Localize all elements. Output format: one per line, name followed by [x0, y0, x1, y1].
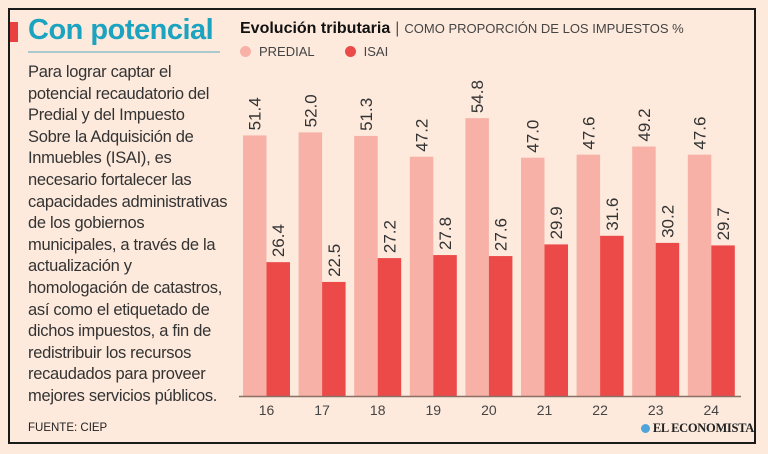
bar-predial-18 [354, 135, 378, 396]
data-label-predial-23: 49.2 [635, 108, 654, 141]
legend-item-isai: ISAI [344, 44, 389, 59]
data-label-isai-19: 27.8 [436, 217, 455, 250]
data-label-predial-22: 47.6 [579, 117, 598, 150]
x-tick-label: 19 [426, 402, 442, 418]
data-label-isai-16: 26.4 [269, 224, 288, 257]
chart-title-block: Evolución tributaria | COMO PROPORCIÓN DE … [240, 20, 684, 37]
source-note: FUENTE: CIEP [28, 422, 108, 434]
x-tick-label: 21 [537, 402, 553, 418]
data-label-predial-16: 51.4 [246, 97, 265, 130]
x-tick-label: 20 [481, 402, 497, 418]
bar-predial-23 [632, 146, 656, 396]
legend: PREDIAL ISAI [240, 44, 388, 59]
bar-isai-17 [322, 281, 346, 396]
data-label-predial-17: 52.0 [301, 94, 320, 127]
chart-title: Evolución tributaria [240, 20, 391, 37]
x-tick-label: 17 [314, 402, 330, 418]
x-tick-label: 18 [370, 402, 386, 418]
bar-isai-16 [266, 262, 290, 396]
data-label-isai-21: 29.9 [547, 206, 566, 239]
bar-isai-19 [433, 255, 457, 396]
title-underline [28, 51, 220, 53]
data-label-isai-18: 27.2 [380, 220, 399, 253]
legend-item-predial: PREDIAL [240, 44, 315, 59]
bar-isai-23 [655, 242, 680, 396]
bar-predial-20 [465, 118, 489, 396]
legend-label-predial: PREDIAL [259, 44, 315, 59]
data-label-isai-22: 31.6 [603, 198, 622, 231]
bar-isai-22 [600, 235, 624, 396]
legend-label-isai: ISAI [363, 44, 389, 59]
bar-predial-16 [243, 135, 267, 397]
brand-logo: EL ECONOMISTA [640, 421, 754, 436]
legend-swatch-isai [344, 46, 356, 57]
legend-swatch-predial [240, 46, 251, 57]
sidebar-title: Con potencial [28, 14, 214, 46]
data-label-predial-21: 47.0 [524, 120, 543, 153]
data-label-isai-17: 22.5 [325, 244, 344, 277]
sidebar-body: Para lograr captar el potencial recaudat… [28, 63, 228, 405]
bar-predial-21 [521, 157, 545, 396]
data-label-predial-24: 47.6 [691, 117, 710, 150]
bar-isai-24 [711, 245, 735, 396]
chart-subtitle: COMO PROPORCIÓN DE LOS IMPUESTOS % [404, 21, 684, 36]
data-label-predial-19: 47.2 [413, 119, 432, 152]
title-accent-bar [10, 22, 18, 42]
bar-predial-22 [576, 154, 601, 396]
x-tick-label: 23 [648, 402, 664, 418]
logo-text: EL ECONOMISTA [652, 421, 754, 435]
bar-isai-20 [488, 256, 513, 396]
logo-icon [640, 424, 650, 433]
frame [8, 8, 756, 444]
data-label-isai-23: 30.2 [658, 205, 677, 238]
bar-isai-21 [544, 244, 568, 396]
data-label-isai-24: 29.7 [714, 207, 733, 240]
data-label-predial-18: 51.3 [357, 98, 376, 131]
bar-predial-17 [298, 132, 323, 397]
x-tick-label: 24 [704, 402, 720, 418]
data-label-predial-20: 54.8 [468, 80, 487, 113]
data-label-isai-20: 27.6 [492, 218, 511, 251]
bar-isai-18 [377, 258, 402, 396]
bar-predial-24 [687, 154, 712, 396]
x-tick-label: 22 [592, 402, 608, 418]
x-tick-label: 16 [259, 402, 275, 418]
bar-predial-19 [409, 156, 434, 396]
